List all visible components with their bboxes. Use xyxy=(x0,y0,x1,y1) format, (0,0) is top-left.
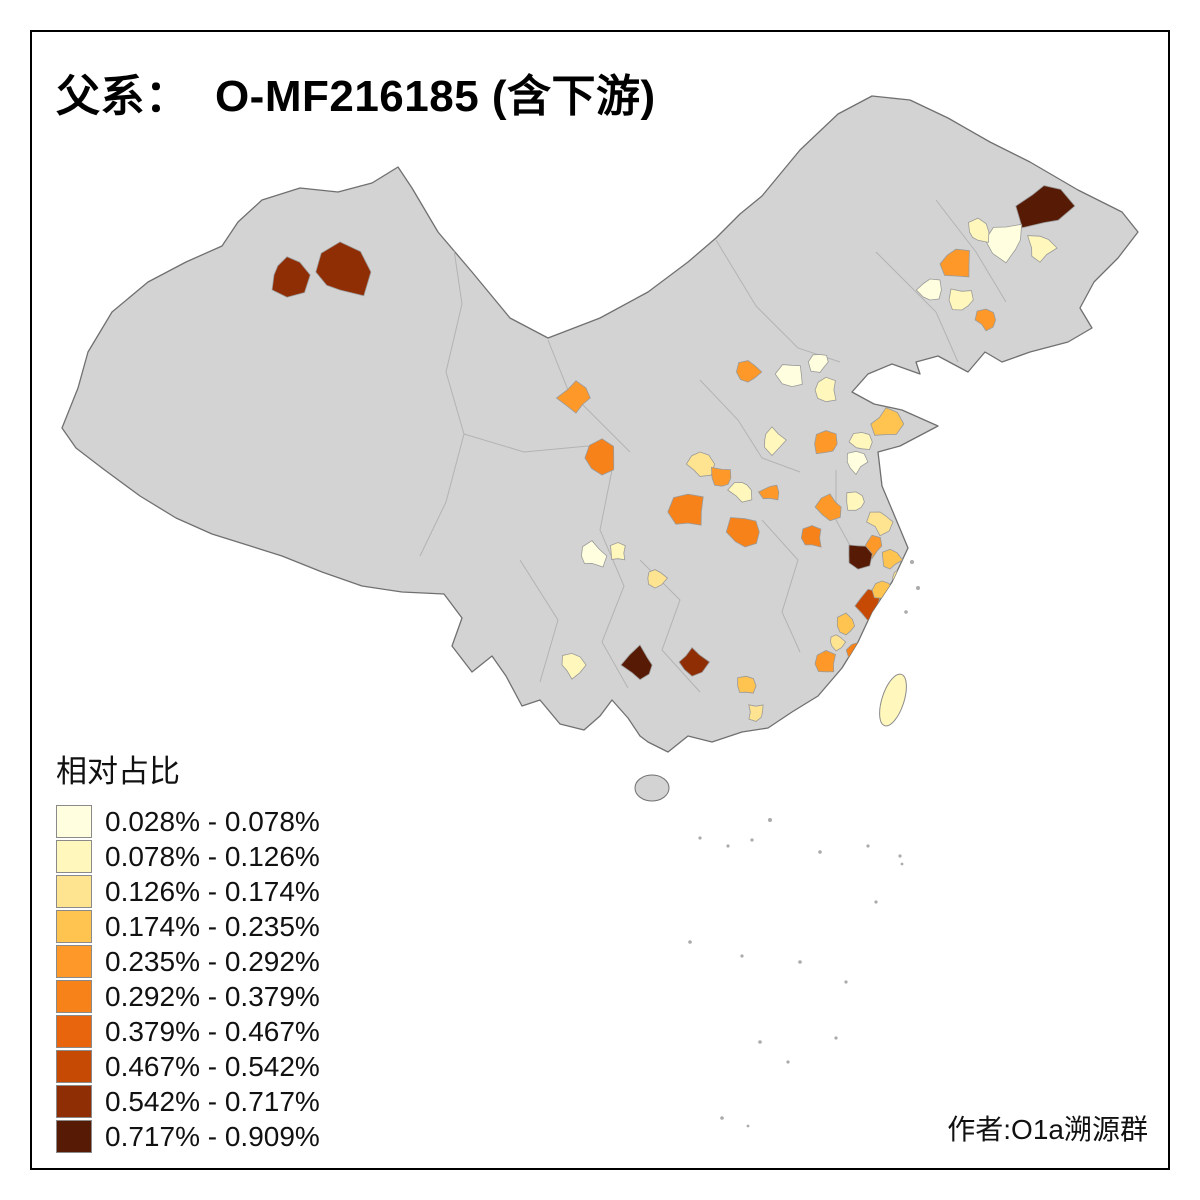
map-region-patch xyxy=(1015,185,1076,229)
map-region-patch xyxy=(814,650,836,673)
map-region-patch xyxy=(271,256,311,298)
legend-label: 0.235% - 0.292% xyxy=(105,945,320,977)
map-region-patch xyxy=(584,438,615,476)
legend-row: 0.292% - 0.379% xyxy=(56,979,320,1014)
map-region-patch xyxy=(814,493,842,522)
mainland-landmass xyxy=(61,95,1139,753)
legend-swatch xyxy=(56,1015,92,1048)
map-region-patch xyxy=(678,646,711,677)
legend-title: 相对占比 xyxy=(56,754,180,789)
map-region-patch xyxy=(757,484,780,501)
map-region-patch xyxy=(968,217,990,243)
map-region-patch xyxy=(725,517,760,548)
map-region-patch xyxy=(667,493,704,526)
map-region-patch xyxy=(764,426,787,457)
map-region-patch xyxy=(939,248,970,278)
legend-row: 0.078% - 0.126% xyxy=(56,839,320,874)
legend-row: 0.467% - 0.542% xyxy=(56,1049,320,1084)
legend-row: 0.028% - 0.078% xyxy=(56,804,320,839)
legend-swatch xyxy=(56,805,92,838)
map-region-patch xyxy=(870,407,905,436)
map-region-patch xyxy=(807,354,829,373)
map-region-patch xyxy=(580,540,608,568)
legend-row: 0.174% - 0.235% xyxy=(56,909,320,944)
map-region-patch xyxy=(737,675,757,694)
map-region-patch xyxy=(846,491,865,511)
legend-row: 0.126% - 0.174% xyxy=(56,874,320,909)
map-region-patch xyxy=(830,634,847,652)
map-region-patch xyxy=(915,278,942,301)
map-region-patch xyxy=(727,481,753,503)
legend-label: 0.028% - 0.078% xyxy=(105,805,320,837)
legend-label: 0.467% - 0.542% xyxy=(105,1050,320,1082)
taiwan-island xyxy=(879,673,907,727)
map-region-patch xyxy=(836,612,856,636)
map-region-patch xyxy=(315,241,372,297)
map-region-patch xyxy=(1027,235,1058,263)
map-region-patch xyxy=(620,644,653,681)
legend-row: 0.235% - 0.292% xyxy=(56,944,320,979)
legend-swatch xyxy=(56,875,92,908)
map-region-patch xyxy=(814,376,837,403)
legend-row: 0.717% - 0.909% xyxy=(56,1119,320,1154)
legend-row: 0.379% - 0.467% xyxy=(56,1014,320,1049)
map-region-patch xyxy=(948,288,974,311)
legend-label: 0.717% - 0.909% xyxy=(105,1120,320,1152)
map-region-patch xyxy=(848,544,873,570)
south-china-sea-islands xyxy=(688,560,920,1128)
legend-swatch xyxy=(56,980,92,1013)
legend-swatch xyxy=(56,1120,92,1153)
map-region-patch xyxy=(610,542,626,561)
map-region-patch xyxy=(555,380,591,414)
map-region-patch xyxy=(685,451,716,477)
map-region-patch xyxy=(647,569,669,589)
legend-swatch xyxy=(56,1050,92,1083)
page-title: 父系： O-MF216185 (含下游) xyxy=(56,72,656,121)
legend-swatch xyxy=(56,910,92,943)
legend-label: 0.379% - 0.467% xyxy=(105,1015,320,1047)
map-region-patch xyxy=(892,568,909,588)
map-region-patch xyxy=(735,360,763,383)
legend-label: 0.292% - 0.379% xyxy=(105,980,320,1012)
legend-items: 0.028% - 0.078% 0.078% - 0.126% 0.126% -… xyxy=(56,804,320,1154)
map-region-patch xyxy=(748,704,764,722)
hainan-island xyxy=(634,774,670,802)
map-region-patch xyxy=(774,364,803,388)
legend-label: 0.078% - 0.126% xyxy=(105,840,320,872)
legend: 相对占比 0.028% - 0.078% 0.078% - 0.126% 0.1… xyxy=(56,746,320,1154)
author-credit: 作者:O1a溯源群 xyxy=(947,1114,1148,1145)
map-region-patch xyxy=(848,432,873,450)
map-region-patch xyxy=(800,525,822,548)
legend-label: 0.174% - 0.235% xyxy=(105,910,320,942)
legend-label: 0.126% - 0.174% xyxy=(105,875,320,907)
map-region-patch xyxy=(814,430,838,455)
map-region-patch xyxy=(881,548,904,570)
legend-swatch xyxy=(56,945,92,978)
map-region-patch xyxy=(561,652,587,680)
map-region-patch xyxy=(846,450,869,476)
legend-swatch xyxy=(56,840,92,873)
map-region-patch xyxy=(710,466,732,487)
legend-swatch xyxy=(56,1085,92,1118)
map-region-patch xyxy=(866,511,894,537)
legend-row: 0.542% - 0.717% xyxy=(56,1084,320,1119)
legend-label: 0.542% - 0.717% xyxy=(105,1085,320,1117)
region-patches xyxy=(271,185,1076,722)
map-region-patch xyxy=(974,308,997,332)
